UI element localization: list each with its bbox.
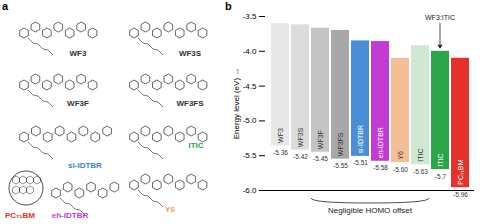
- svg-text:Negligible HOMO offset: Negligible HOMO offset: [328, 206, 413, 215]
- html-text:b: b: [225, 0, 232, 12]
- svg-text:-5.0: -5.0: [243, 116, 257, 125]
- svg-text:WF3FS: WF3FS: [176, 99, 204, 108]
- svg-text:WF3S: WF3S: [179, 49, 202, 58]
- svg-text:-4.0: -4.0: [243, 47, 257, 56]
- svg-text:WF3: WF3: [70, 49, 87, 58]
- svg-text:Y6: Y6: [165, 205, 175, 214]
- html-text:a: a: [2, 0, 9, 12]
- svg-text:si-IDTBR: si-IDTBR: [357, 125, 364, 153]
- svg-text:ITIC: ITIC: [417, 149, 424, 162]
- svg-text:WF3FS: WF3FS: [337, 132, 344, 156]
- svg-text:-3.5: -3.5: [243, 12, 257, 21]
- svg-text:ITIC: ITIC: [437, 153, 444, 166]
- svg-text:-5.42: -5.42: [293, 153, 308, 160]
- svg-text:WF3: WF3: [277, 128, 284, 143]
- svg-text:-5.36: -5.36: [273, 149, 288, 156]
- svg-text:-5.5: -5.5: [243, 151, 257, 160]
- svg-text:-5.45: -5.45: [313, 155, 328, 162]
- svg-text:-5.58: -5.58: [373, 164, 388, 171]
- svg-text:Energy level (eV) →: Energy level (eV) →: [232, 68, 241, 140]
- svg-text:-5.63: -5.63: [413, 168, 428, 175]
- svg-text:-5.60: -5.60: [393, 166, 408, 173]
- svg-text:-5.51: -5.51: [353, 159, 368, 166]
- svg-text:WF3F: WF3F: [67, 99, 89, 108]
- svg-text:si-IDTBR: si-IDTBR: [68, 161, 102, 170]
- svg-text:-5.96: -5.96: [453, 191, 468, 198]
- svg-text:WF3:ITIC: WF3:ITIC: [425, 14, 455, 21]
- svg-text:PC₇₁BM: PC₇₁BM: [5, 211, 35, 220]
- svg-text:-4.5: -4.5: [243, 82, 257, 91]
- svg-text:-5.55: -5.55: [333, 162, 348, 169]
- svg-text:eh-IDTBR: eh-IDTBR: [377, 127, 384, 158]
- svg-text:Y6: Y6: [397, 151, 404, 160]
- svg-text:WF3S: WF3S: [297, 127, 304, 147]
- svg-text:-5.7: -5.7: [435, 173, 447, 180]
- svg-text:-6.0: -6.0: [243, 186, 257, 195]
- svg-text:WF3F: WF3F: [317, 130, 324, 149]
- svg-text:eh-IDTBR: eh-IDTBR: [52, 211, 89, 220]
- svg-text:PC₇₁BM: PC₇₁BM: [457, 160, 464, 185]
- svg-text:ITIC: ITIC: [188, 141, 203, 150]
